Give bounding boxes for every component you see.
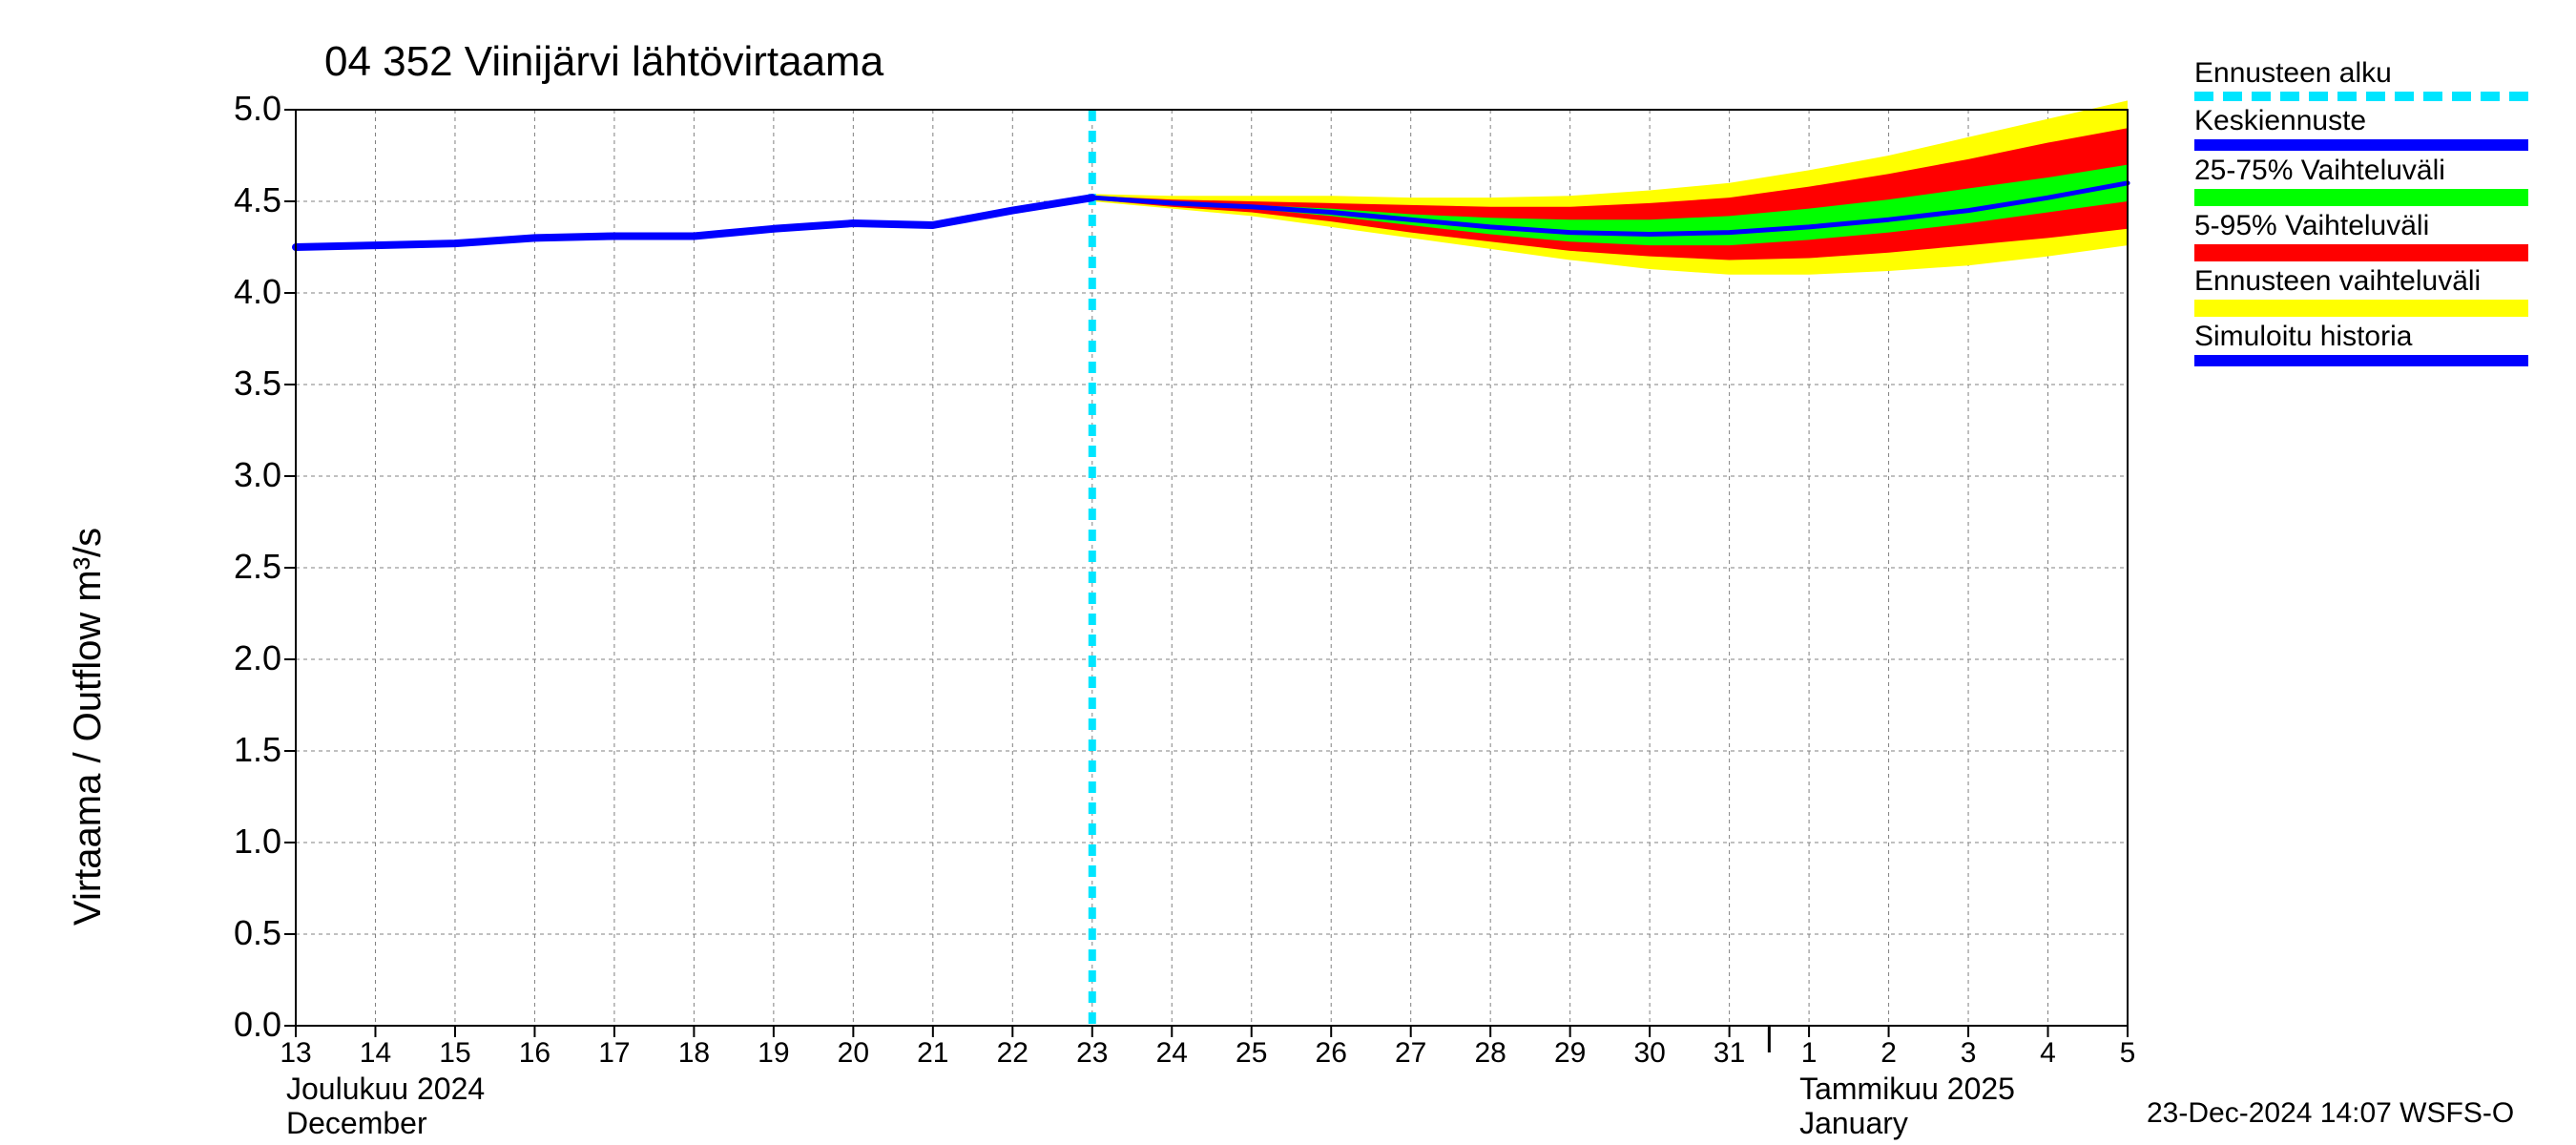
x-tick: 20 — [834, 1037, 872, 1070]
x-tick: 13 — [277, 1037, 315, 1070]
month-label-fi: Joulukuu 2024 — [286, 1072, 485, 1107]
legend-item: Ennusteen alku — [2194, 57, 2528, 101]
x-tick: 15 — [436, 1037, 474, 1070]
legend: Ennusteen alku Keskiennuste 25-75% Vaihtel… — [2194, 57, 2528, 370]
x-tick: 23 — [1073, 1037, 1111, 1070]
x-tick: 29 — [1551, 1037, 1589, 1070]
x-tick: 3 — [1949, 1037, 1987, 1070]
month-label-fi: Tammikuu 2025 — [1799, 1072, 2015, 1107]
legend-swatch — [2194, 92, 2528, 101]
x-tick: 26 — [1312, 1037, 1350, 1070]
x-tick: 18 — [675, 1037, 713, 1070]
legend-label: Ennusteen alku — [2194, 57, 2528, 90]
legend-swatch — [2194, 189, 2528, 206]
y-tick: 4.5 — [205, 180, 281, 220]
x-tick: 21 — [914, 1037, 952, 1070]
legend-swatch — [2194, 355, 2528, 366]
x-tick: 30 — [1631, 1037, 1669, 1070]
plot-area — [0, 0, 2576, 1145]
y-tick: 3.0 — [205, 455, 281, 495]
legend-label: 25-75% Vaihteluväli — [2194, 155, 2528, 187]
y-tick: 4.0 — [205, 272, 281, 312]
legend-item: Ennusteen vaihteluväli — [2194, 265, 2528, 317]
y-tick: 2.5 — [205, 547, 281, 587]
legend-label: Keskiennuste — [2194, 105, 2528, 137]
timestamp-label: 23-Dec-2024 14:07 WSFS-O — [2147, 1097, 2514, 1130]
legend-label: Ennusteen vaihteluväli — [2194, 265, 2528, 298]
x-tick: 19 — [755, 1037, 793, 1070]
y-tick: 0.0 — [205, 1005, 281, 1045]
legend-item: Simuloitu historia — [2194, 321, 2528, 366]
x-tick: 24 — [1153, 1037, 1191, 1070]
legend-label: Simuloitu historia — [2194, 321, 2528, 353]
y-tick: 1.0 — [205, 822, 281, 862]
y-tick: 0.5 — [205, 913, 281, 953]
x-tick: 1 — [1790, 1037, 1828, 1070]
x-tick: 27 — [1392, 1037, 1430, 1070]
legend-item: Keskiennuste — [2194, 105, 2528, 151]
month-label-en: December — [286, 1106, 427, 1141]
x-tick: 14 — [356, 1037, 394, 1070]
y-tick: 1.5 — [205, 730, 281, 770]
legend-swatch — [2194, 244, 2528, 261]
legend-item: 5-95% Vaihteluväli — [2194, 210, 2528, 261]
y-tick: 2.0 — [205, 638, 281, 678]
x-tick: 16 — [515, 1037, 553, 1070]
x-tick: 4 — [2029, 1037, 2067, 1070]
x-tick: 25 — [1233, 1037, 1271, 1070]
x-tick: 22 — [993, 1037, 1031, 1070]
x-tick: 2 — [1870, 1037, 1908, 1070]
y-tick: 5.0 — [205, 89, 281, 129]
legend-item: 25-75% Vaihteluväli — [2194, 155, 2528, 206]
legend-swatch — [2194, 139, 2528, 151]
x-tick: 31 — [1711, 1037, 1749, 1070]
x-tick: 17 — [595, 1037, 634, 1070]
x-tick: 5 — [2109, 1037, 2147, 1070]
x-tick: 28 — [1471, 1037, 1509, 1070]
y-tick: 3.5 — [205, 364, 281, 404]
legend-label: 5-95% Vaihteluväli — [2194, 210, 2528, 242]
legend-swatch — [2194, 300, 2528, 317]
chart-container: 04 352 Viinijärvi lähtövirtaama Virtaama… — [0, 0, 2576, 1145]
month-label-en: January — [1799, 1106, 1908, 1141]
